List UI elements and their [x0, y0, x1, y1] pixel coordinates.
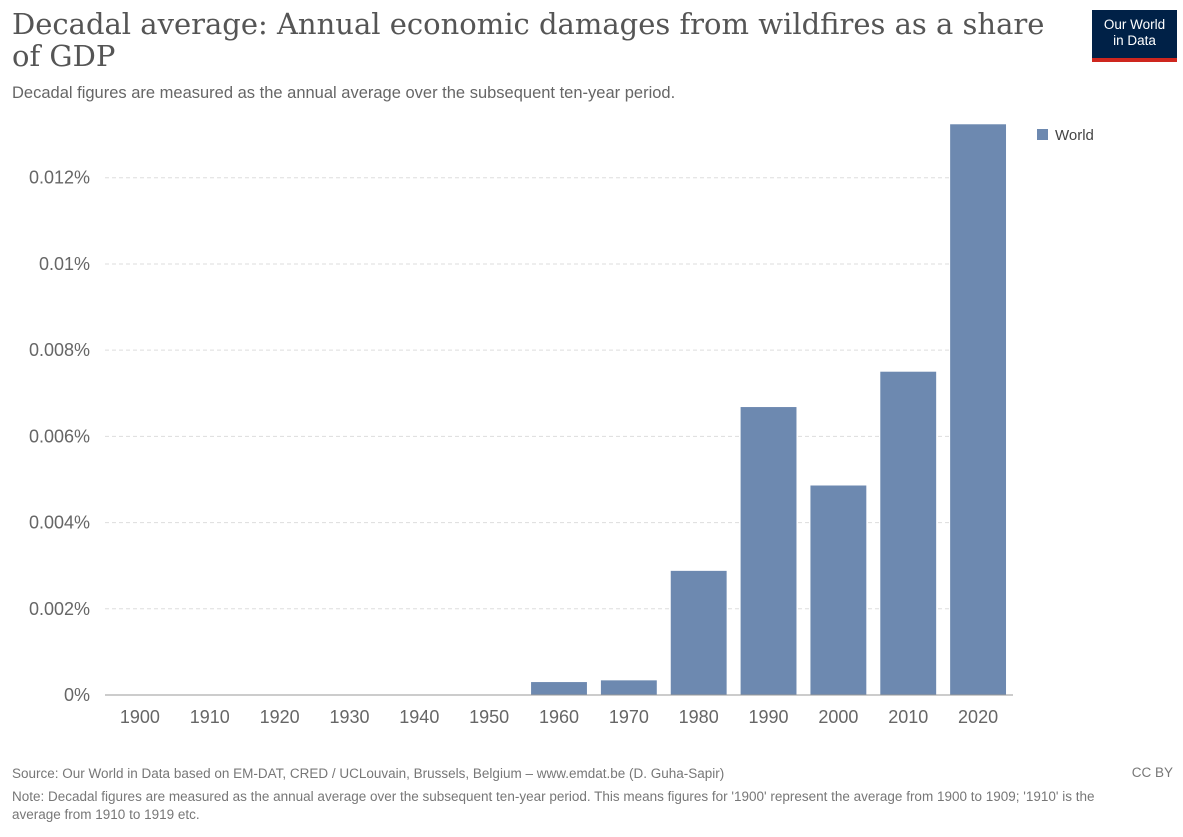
y-tick-label: 0.012%: [29, 168, 90, 188]
y-tick-label: 0.01%: [39, 254, 90, 274]
y-tick-label: 0.006%: [29, 426, 90, 446]
x-tick-label: 1960: [539, 707, 579, 727]
x-tick-label: 1990: [749, 707, 789, 727]
x-tick-label: 1940: [399, 707, 439, 727]
logo-line-1: Our World: [1103, 17, 1166, 32]
y-tick-label: 0%: [64, 685, 90, 705]
bar: [740, 407, 797, 695]
x-tick-label: 2020: [958, 707, 998, 727]
y-tick-label: 0.002%: [29, 599, 90, 619]
bar: [810, 485, 867, 695]
x-tick-label: 1950: [469, 707, 509, 727]
x-tick-label: 2010: [888, 707, 928, 727]
y-tick-label: 0.004%: [29, 513, 90, 533]
y-tick-label: 0.008%: [29, 340, 90, 360]
x-tick-label: 1970: [609, 707, 649, 727]
x-tick-label: 1980: [679, 707, 719, 727]
bar: [600, 680, 657, 695]
note-text: Note: Decadal figures are measured as th…: [12, 789, 1095, 822]
bar: [950, 124, 1007, 695]
bar: [670, 570, 727, 695]
x-tick-label: 1900: [120, 707, 160, 727]
source-text: Source: Our World in Data based on EM-DA…: [12, 766, 725, 781]
x-tick-label: 1930: [329, 707, 369, 727]
owid-logo[interactable]: Our World in Data: [1092, 10, 1177, 62]
legend-label: World: [1055, 127, 1094, 144]
x-tick-label: 1920: [260, 707, 300, 727]
logo-line-2: in Data: [1113, 33, 1156, 48]
chart-title: Decadal average: Annual economic damages…: [12, 7, 1045, 73]
x-tick-label: 1910: [190, 707, 230, 727]
chart-subtitle: Decadal figures are measured as the annu…: [12, 84, 676, 102]
x-tick-label: 2000: [818, 707, 858, 727]
license-link[interactable]: CC BY: [1131, 765, 1173, 780]
bar: [880, 371, 937, 695]
legend-swatch: [1037, 129, 1048, 140]
bar: [531, 682, 587, 695]
